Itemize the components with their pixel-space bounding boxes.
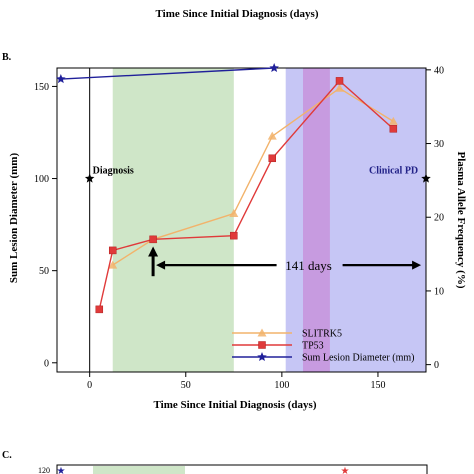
legend-marker-0 xyxy=(257,328,267,337)
y2-axis-label: Plasma Allele Frequency (%) xyxy=(455,152,467,289)
panel-c-star-left: ★ xyxy=(57,466,66,474)
series-0-point xyxy=(335,83,345,92)
y-tick-label: 100 xyxy=(34,174,49,185)
legend-marker-1 xyxy=(258,341,266,349)
y-tick-label: 0 xyxy=(44,358,49,369)
x-tick-label: 150 xyxy=(370,380,385,391)
y2-tick-label: 20 xyxy=(434,213,444,224)
annotation-star-1 xyxy=(421,173,431,183)
plot-area: 0 50 100 150 0 50 100 150 0 10 20 30 40 Diagnosis Clin… xyxy=(34,63,444,391)
panel-c-star-right: ★ xyxy=(341,466,350,474)
interval-arrowhead-left xyxy=(156,260,166,270)
series-0-point xyxy=(108,260,118,269)
series-1-point xyxy=(389,125,398,133)
panel-b-label: B. xyxy=(2,52,12,63)
series-1-point xyxy=(230,231,238,240)
legend-label-1: TP53 xyxy=(302,341,324,352)
series-1-point xyxy=(108,246,117,255)
plot-frame xyxy=(56,67,427,373)
series-1-point xyxy=(95,305,104,314)
series-0-point xyxy=(229,209,239,218)
x-tick-label: 50 xyxy=(181,380,191,391)
series-1-point xyxy=(268,154,276,163)
x-axis-label: Time Since Initial Diagnosis (days) xyxy=(154,399,317,411)
y-axis-label: Sum Lesion Diameter (mm) xyxy=(8,153,20,284)
legend-marker-2 xyxy=(257,352,267,362)
series-2-point xyxy=(269,63,279,73)
legend-label-0: SLITRK5 xyxy=(302,329,342,340)
y2-tick-label: 30 xyxy=(434,139,444,150)
annotation-label-1: Clinical PD xyxy=(369,166,418,177)
panel-c-label: C. xyxy=(2,450,12,461)
panel-c-preview: 120 ★ ★ xyxy=(38,464,428,474)
shaded-region-2 xyxy=(303,68,330,372)
series-0-point xyxy=(267,131,277,140)
series-2-point xyxy=(56,74,66,84)
legend-label-2: Sum Lesion Diameter (mm) xyxy=(302,353,414,364)
x-tick-label: 100 xyxy=(274,380,289,391)
series-1-point xyxy=(335,77,344,85)
y2-tick-label: 0 xyxy=(434,360,439,371)
panel-c-green-band xyxy=(93,466,185,474)
annotation-star-0 xyxy=(84,173,95,183)
y2-tick-label: 40 xyxy=(434,65,444,76)
annotation-label-0: Diagnosis xyxy=(93,166,134,177)
x-tick-label: 0 xyxy=(87,380,92,391)
y-tick-label: 150 xyxy=(34,82,49,93)
series-line-2 xyxy=(60,67,275,80)
panel-c-frame xyxy=(56,464,428,474)
y2-tick-label: 10 xyxy=(434,286,444,297)
top-axis-caption: Time Since Initial Diagnosis (days) xyxy=(156,8,319,20)
interval-up-arrow-head xyxy=(148,246,159,257)
interval-label: 141 days xyxy=(285,258,332,273)
interval-arrowhead-right xyxy=(412,260,422,270)
panel-c-y-tick: 120 xyxy=(38,466,50,474)
y-tick-label: 50 xyxy=(39,266,49,277)
series-line-0 xyxy=(112,87,394,266)
series-1-point xyxy=(149,235,157,244)
series-0-point xyxy=(388,116,398,125)
